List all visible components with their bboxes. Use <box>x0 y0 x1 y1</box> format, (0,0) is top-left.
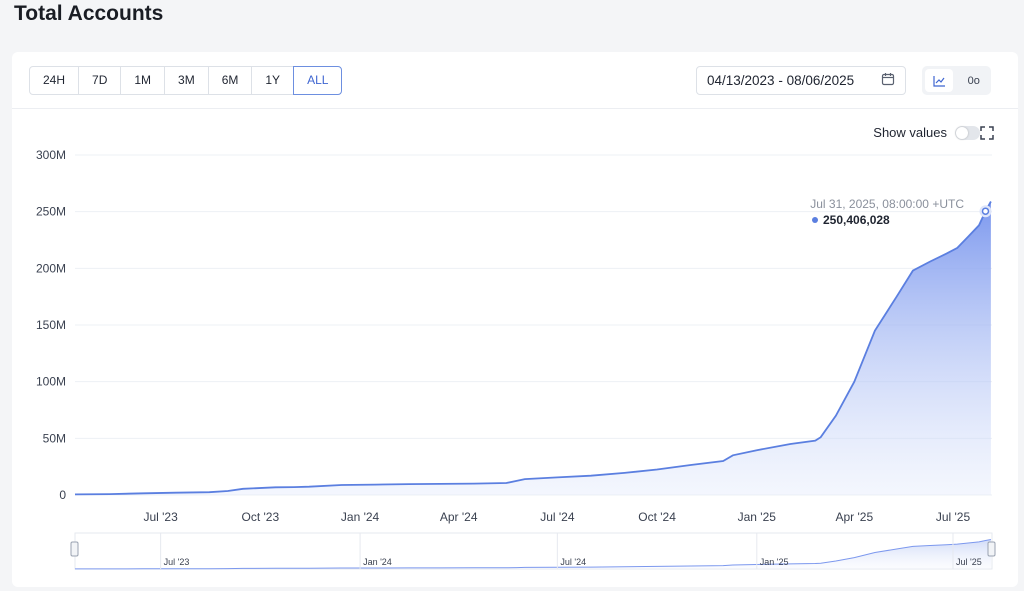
fullscreen-icon[interactable] <box>980 126 994 140</box>
range-button-all[interactable]: ALL <box>293 66 343 95</box>
date-range-text: 04/13/2023 - 08/06/2025 <box>707 73 855 88</box>
log-scale-label: 0o <box>967 74 980 87</box>
range-button-24h[interactable]: 24H <box>29 66 80 95</box>
view-toggle: 0o <box>922 66 991 95</box>
toggle-knob <box>956 126 968 139</box>
range-button-1m[interactable]: 1M <box>120 66 166 95</box>
date-range-picker[interactable]: 04/13/2023 - 08/06/2025 <box>696 66 906 95</box>
time-range-selector: 24H 7D 1M 3M 6M 1Y ALL <box>29 66 343 95</box>
chart-toolbar: 24H 7D 1M 3M 6M 1Y ALL 04/13/2023 - 08/06/2025 <box>12 52 1018 109</box>
range-button-3m[interactable]: 3M <box>164 66 209 95</box>
range-button-1y[interactable]: 1Y <box>251 66 295 95</box>
calendar-icon <box>881 72 895 89</box>
show-values-label: Show values <box>873 125 947 140</box>
chart-card: 24H 7D 1M 3M 6M 1Y ALL 04/13/2023 - 08/06/2025 <box>12 52 1018 587</box>
log-scale-view-button[interactable]: 0o <box>960 69 988 92</box>
page-title: Total Accounts <box>14 2 164 25</box>
range-button-7d[interactable]: 7D <box>78 66 122 95</box>
line-chart-icon <box>933 75 945 87</box>
show-values-toggle[interactable] <box>955 125 980 140</box>
show-values-control: Show values <box>873 125 980 140</box>
range-button-6m[interactable]: 6M <box>207 66 253 95</box>
line-chart-view-button[interactable] <box>925 69 954 92</box>
